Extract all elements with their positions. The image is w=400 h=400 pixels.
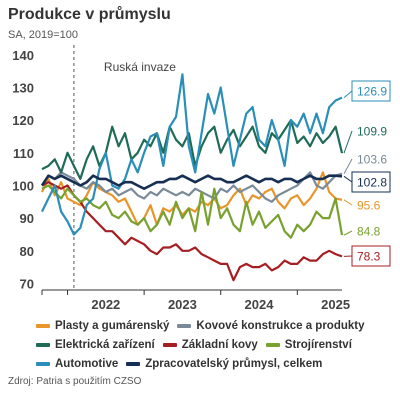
- series-line: [40, 174, 343, 190]
- end-label-leader: [343, 175, 353, 183]
- x-tick-label: 2022: [91, 297, 120, 312]
- y-tick-label: 140: [12, 48, 34, 63]
- legend-label: Plasty a gumárenský: [55, 319, 170, 332]
- legend-label: Automotive: [55, 357, 119, 370]
- source-note: Zdroj: Patria s použitím CZSO: [8, 376, 142, 387]
- chart-legend: Plasty a gumárenský Kovové konstrukce a p…: [36, 316, 396, 373]
- legend-row: Elektrická zařízení Základní kovy Strojíre…: [36, 335, 396, 354]
- end-label-leader: [343, 230, 353, 236]
- end-value-label: 78.3: [357, 250, 381, 264]
- y-tick-label: 110: [13, 146, 34, 161]
- series-line: [41, 184, 344, 239]
- legend-label: Elektrická zařízení: [55, 338, 155, 351]
- legend-row: Plasty a gumárenský Kovové konstrukce a p…: [36, 316, 396, 335]
- end-label-leader: [343, 90, 353, 98]
- series-line: [41, 118, 344, 180]
- legend-swatch: [177, 323, 192, 328]
- legend-label: Kovové konstrukce a produkty: [196, 319, 365, 332]
- end-value-label: 102.8: [357, 176, 387, 190]
- legend-item: Zpracovatelský průmysl, celkem: [126, 358, 322, 370]
- end-value-label: 95.6: [357, 199, 381, 213]
- legend-swatch: [162, 342, 177, 347]
- end-value-label: 126.9: [357, 85, 387, 99]
- legend-swatch: [36, 361, 50, 366]
- end-label-box: [351, 171, 391, 193]
- end-label-leader: [343, 158, 353, 174]
- series-line: [41, 73, 343, 236]
- legend-item: Plasty a gumárenský: [36, 320, 169, 332]
- end-label-leader: [343, 130, 353, 154]
- end-label-box: [351, 245, 391, 267]
- legend-item: Strojírenství: [265, 338, 352, 351]
- line-chart: 70 80 90 100 110 120 130 140 2022 2023 2024 2025 Rus…: [12, 45, 391, 312]
- invasion-annotation: Ruská invaze: [104, 60, 176, 74]
- legend-item: Automotive: [36, 358, 118, 370]
- legend-item: Elektrická zařízení: [36, 339, 155, 351]
- y-tick-label: 130: [12, 80, 34, 95]
- end-value-label: 84.8: [357, 225, 381, 239]
- y-tick-label: 120: [12, 113, 34, 128]
- y-tick-label: 90: [20, 211, 34, 226]
- end-value-label: 103.6: [357, 153, 387, 167]
- legend-label: Základní kovy: [181, 338, 258, 351]
- end-label-box: [351, 80, 391, 102]
- x-tick-label: 2025: [321, 297, 350, 312]
- end-value-label: 109.9: [357, 125, 387, 139]
- legend-item: Kovové konstrukce a produkty: [177, 319, 365, 332]
- legend-swatch: [265, 342, 280, 347]
- legend-swatch: [36, 323, 50, 328]
- x-tick-label: 2024: [245, 297, 275, 312]
- chart-subtitle: SA, 2019=100: [8, 29, 79, 41]
- y-tick-label: 100: [12, 178, 34, 193]
- legend-row: Automotive Zpracovatelský průmysl, celkem: [36, 354, 396, 373]
- legend-swatch: [126, 361, 141, 366]
- legend-label: Zpracovatelský průmysl, celkem: [145, 357, 323, 370]
- y-tick-label: 80: [20, 244, 34, 259]
- end-label-leader: [343, 199, 353, 206]
- series-line: [41, 171, 343, 203]
- legend-swatch: [36, 342, 50, 347]
- chart-title: Produkce v průmyslu: [8, 6, 171, 23]
- y-tick-label: 70: [20, 276, 34, 291]
- series-line: [41, 181, 343, 282]
- legend-label: Strojírenství: [284, 338, 352, 351]
- legend-item: Základní kovy: [162, 338, 258, 351]
- x-tick-label: 2023: [168, 297, 197, 312]
